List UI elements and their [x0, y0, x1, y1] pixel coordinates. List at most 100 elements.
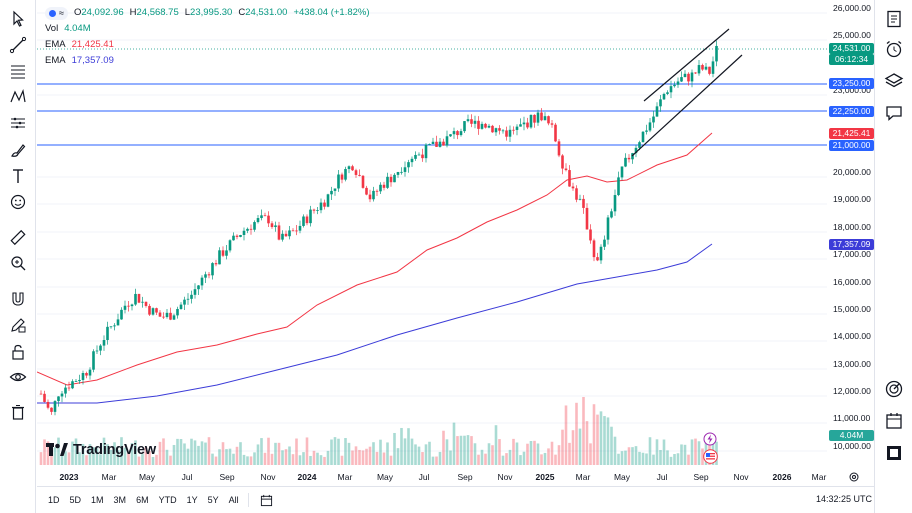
magnet-icon[interactable]	[5, 288, 31, 310]
volume-bar	[508, 449, 512, 465]
candle-body	[662, 93, 666, 100]
volume-bar	[127, 451, 130, 465]
candle-body	[305, 216, 309, 224]
candle-body	[466, 119, 470, 122]
candle-body	[50, 407, 53, 412]
pattern-icon[interactable]	[5, 86, 31, 108]
layers-icon[interactable]	[883, 70, 905, 92]
watchlist-icon[interactable]	[883, 8, 905, 30]
volume-bar	[498, 439, 501, 465]
lock-icon[interactable]	[5, 341, 31, 363]
candle-body	[508, 129, 512, 137]
candle-body	[708, 66, 711, 74]
flag-event-icon[interactable]	[703, 449, 718, 464]
volume-bar	[477, 454, 480, 465]
range-6m-button[interactable]: 6M	[136, 495, 149, 505]
volume-bar	[648, 437, 652, 465]
volume-bar	[659, 450, 662, 465]
candle-body	[389, 176, 393, 183]
cursor-icon[interactable]	[5, 8, 31, 30]
volume-bar	[564, 405, 568, 465]
volume-bar	[179, 439, 183, 465]
trash-icon[interactable]	[5, 401, 31, 423]
range-1d-button[interactable]: 1D	[48, 495, 60, 505]
candle-body	[575, 188, 578, 200]
chat-icon[interactable]	[883, 102, 905, 124]
candle-body	[582, 198, 585, 208]
help-icon[interactable]	[883, 442, 905, 464]
volume-bar	[162, 438, 165, 465]
volume-bar	[550, 441, 554, 465]
volume-bar	[351, 450, 354, 465]
candle-body	[627, 157, 631, 160]
candle-body	[120, 309, 123, 320]
vol-value: 4.04M	[64, 23, 91, 34]
volume-bar	[484, 453, 487, 465]
time-tick: Nov	[260, 472, 276, 482]
candle-body	[641, 131, 645, 143]
volume-bar	[680, 444, 683, 465]
range-ytd-button[interactable]: YTD	[158, 495, 177, 505]
vol-label: Vol	[45, 23, 59, 34]
volume-bar	[214, 456, 218, 465]
candle-body	[249, 228, 253, 230]
emoji-icon[interactable]	[5, 191, 31, 213]
brush-icon[interactable]	[5, 139, 31, 161]
range-3m-button[interactable]: 3M	[113, 495, 127, 505]
tradingview-logo[interactable]: TradingView	[46, 442, 156, 458]
candle-body	[323, 202, 326, 207]
price-chart[interactable]	[37, 0, 874, 486]
volume-bar	[501, 455, 505, 465]
candle-body	[81, 373, 85, 380]
volume-bar	[557, 445, 561, 465]
volume-bar	[193, 440, 197, 465]
time-axis-settings-icon[interactable]	[848, 470, 860, 482]
volume-bar	[690, 439, 694, 465]
prediction-icon[interactable]	[5, 112, 31, 134]
price-tick: 17,000.00	[833, 249, 871, 259]
zoom-in-icon[interactable]	[5, 252, 31, 274]
candle-body	[697, 65, 701, 74]
channel-upper-line	[643, 28, 730, 102]
target-icon[interactable]	[883, 378, 905, 400]
utc-clock[interactable]: 14:32:25 UTC	[815, 494, 872, 504]
volume-bar	[235, 446, 239, 465]
trend-line-icon[interactable]	[5, 34, 31, 56]
eye-icon[interactable]	[5, 366, 31, 388]
date-range-icon[interactable]	[260, 494, 273, 507]
range-1y-button[interactable]: 1Y	[186, 495, 198, 505]
volume-bar	[603, 416, 606, 465]
volume-bar	[382, 452, 386, 465]
range-5d-button[interactable]: 5D	[69, 495, 82, 505]
price-tick: 12,000.00	[833, 386, 871, 396]
time-tick: 2025	[535, 472, 555, 482]
candle-body	[393, 174, 396, 183]
volume-bar	[134, 440, 137, 465]
lock-pencil-icon[interactable]	[5, 314, 31, 336]
chart-pane[interactable]	[37, 0, 874, 486]
alarm-clock-icon[interactable]	[883, 38, 905, 60]
range-5y-button[interactable]: 5Y	[207, 495, 219, 505]
candle-body	[550, 123, 554, 125]
text-icon[interactable]	[5, 165, 31, 187]
ruler-icon[interactable]	[5, 226, 31, 248]
volume-bar	[585, 421, 589, 465]
horizontal-lines-icon[interactable]	[5, 60, 31, 82]
time-tick: May	[613, 472, 631, 482]
volume-bar	[638, 451, 641, 465]
volume-bar	[522, 451, 526, 465]
level-tag-23250: 23,250.00	[829, 78, 874, 89]
candle-body	[386, 176, 389, 188]
calendar-icon[interactable]	[883, 410, 905, 432]
volume-bar	[165, 449, 169, 465]
ohlc-open: O24,092.96	[73, 7, 124, 18]
volume-bar	[50, 452, 53, 465]
volume-bar	[270, 453, 274, 465]
legend-toggle[interactable]: ≈	[45, 6, 68, 20]
range-all-button[interactable]: All	[228, 495, 239, 505]
volume-bar	[190, 438, 193, 465]
flash-event-icon[interactable]	[703, 432, 717, 446]
range-1m-button[interactable]: 1M	[91, 495, 104, 505]
candle-body	[246, 228, 249, 231]
candle-body	[137, 293, 141, 303]
